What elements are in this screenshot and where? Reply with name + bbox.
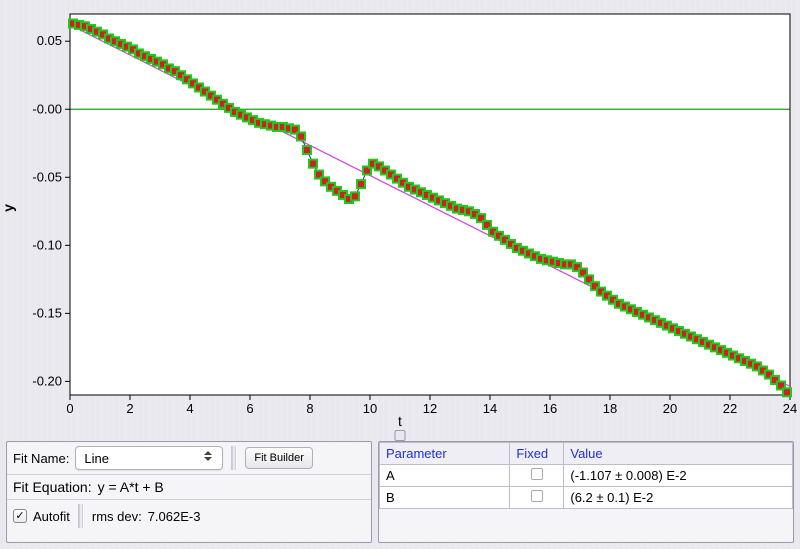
autofit-label: Autofit: [33, 509, 70, 524]
svg-text:12: 12: [423, 401, 437, 416]
svg-text:20: 20: [663, 401, 677, 416]
table-row[interactable]: B (6.2 ± 0.1) E-2: [380, 487, 793, 509]
svg-text:18: 18: [603, 401, 617, 416]
svg-text:2: 2: [126, 401, 133, 416]
svg-text:8: 8: [306, 401, 313, 416]
col-value[interactable]: Value: [564, 443, 793, 465]
chart-area: 0246810121416182022240.05-0.00-0.05-0.10…: [0, 0, 800, 435]
fit-config-panel: Fit Name: Line Fit Builder Fit Equation:…: [6, 441, 372, 543]
svg-text:0: 0: [66, 401, 73, 416]
param-name: B: [380, 487, 510, 509]
param-name: A: [380, 465, 510, 487]
svg-text:16: 16: [543, 401, 557, 416]
x-axis-label: t: [398, 413, 402, 429]
separator: [231, 446, 237, 470]
param-value[interactable]: (6.2 ± 0.1) E-2: [564, 487, 793, 509]
svg-text:6: 6: [246, 401, 253, 416]
svg-text:0.05: 0.05: [37, 33, 62, 48]
fit-panels: Fit Name: Line Fit Builder Fit Equation:…: [0, 435, 800, 549]
plot-svg: 0246810121416182022240.05-0.00-0.05-0.10…: [0, 0, 800, 435]
params-panel: Parameter Fixed Value A (-1.107 ± 0.008) …: [378, 441, 794, 543]
param-fixed[interactable]: [510, 465, 564, 487]
autofit-checkbox[interactable]: ✓: [13, 509, 27, 523]
col-fixed[interactable]: Fixed: [510, 443, 564, 465]
resize-handle[interactable]: [395, 430, 406, 441]
svg-text:-0.00: -0.00: [32, 101, 62, 116]
params-table: Parameter Fixed Value A (-1.107 ± 0.008) …: [379, 442, 793, 509]
table-row[interactable]: A (-1.107 ± 0.008) E-2: [380, 465, 793, 487]
rms-value: 7.062E-3: [148, 509, 201, 524]
fit-name-value: Line: [84, 451, 109, 466]
svg-text:22: 22: [723, 401, 737, 416]
param-fixed[interactable]: [510, 487, 564, 509]
svg-text:4: 4: [186, 401, 193, 416]
col-parameter[interactable]: Parameter: [380, 443, 510, 465]
svg-text:-0.10: -0.10: [32, 237, 62, 252]
svg-text:-0.15: -0.15: [32, 305, 62, 320]
y-axis-label: y: [0, 204, 16, 212]
fit-builder-button[interactable]: Fit Builder: [245, 447, 313, 469]
param-value[interactable]: (-1.107 ± 0.008) E-2: [564, 465, 793, 487]
svg-text:14: 14: [483, 401, 497, 416]
fit-name-select[interactable]: Line: [75, 446, 223, 470]
svg-text:-0.20: -0.20: [32, 373, 62, 388]
fit-equation-value: y = A*t + B: [98, 479, 164, 495]
separator: [78, 504, 84, 528]
fit-name-label: Fit Name:: [13, 451, 69, 466]
fit-equation-label: Fit Equation:: [13, 479, 92, 495]
svg-text:24: 24: [783, 401, 797, 416]
updown-icon: [204, 451, 214, 465]
svg-text:10: 10: [363, 401, 377, 416]
rms-label: rms dev:: [92, 509, 142, 524]
svg-text:-0.05: -0.05: [32, 169, 62, 184]
